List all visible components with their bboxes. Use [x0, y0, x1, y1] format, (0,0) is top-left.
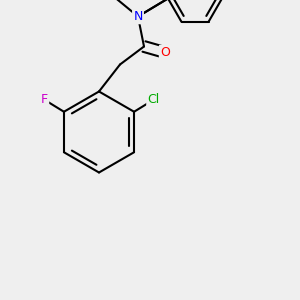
Text: N: N — [133, 10, 143, 23]
Text: O: O — [160, 46, 170, 59]
Text: Cl: Cl — [147, 93, 160, 106]
Text: F: F — [41, 93, 48, 106]
